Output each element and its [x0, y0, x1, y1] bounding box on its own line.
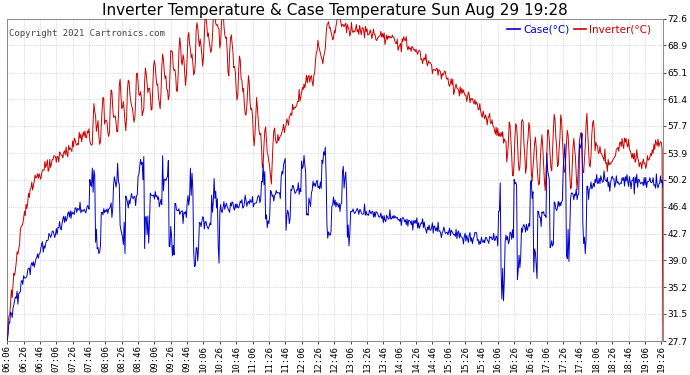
Text: Copyright 2021 Cartronics.com: Copyright 2021 Cartronics.com	[8, 28, 164, 38]
Legend: Case(°C), Inverter(°C): Case(°C), Inverter(°C)	[508, 24, 651, 34]
Title: Inverter Temperature & Case Temperature Sun Aug 29 19:28: Inverter Temperature & Case Temperature …	[102, 3, 568, 18]
